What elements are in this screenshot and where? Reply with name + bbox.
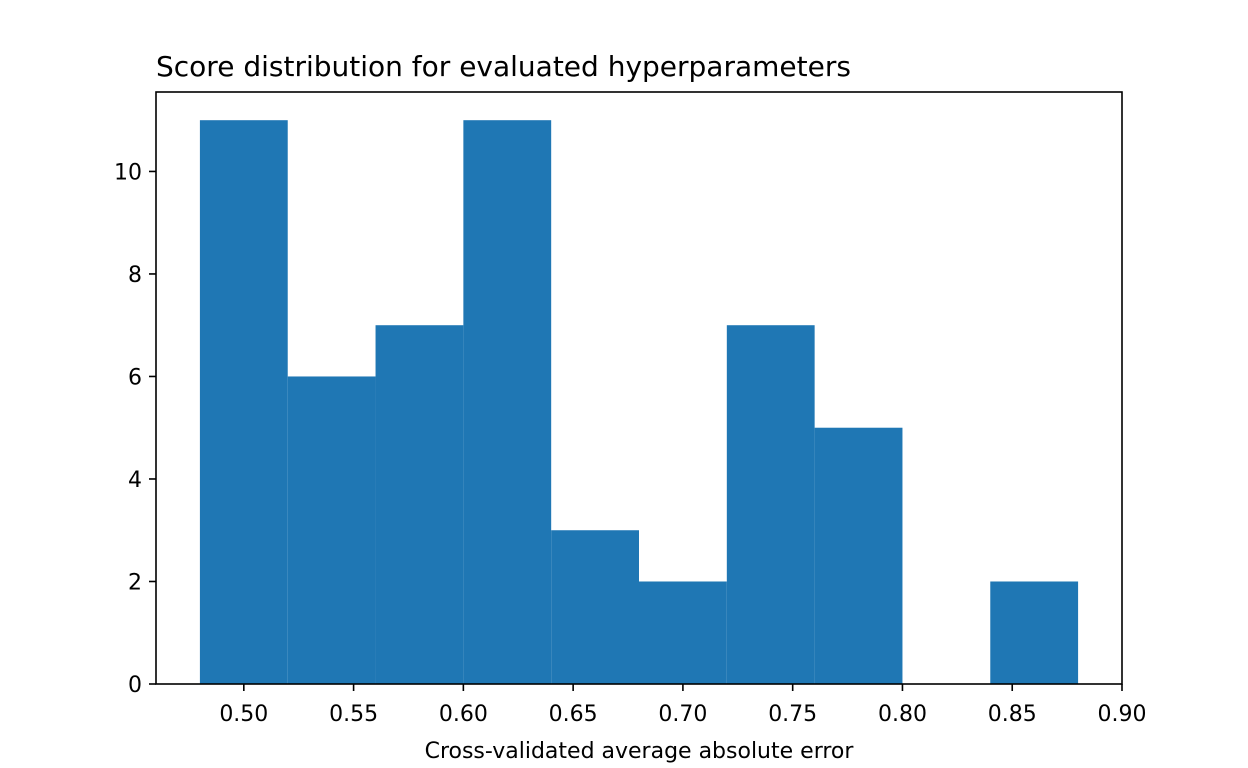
x-tick-label: 0.60 xyxy=(439,702,488,727)
x-tick-label: 0.70 xyxy=(658,702,707,727)
histogram-bar xyxy=(990,581,1079,684)
histogram-bar xyxy=(199,120,288,684)
histogram-bar xyxy=(726,325,815,684)
x-axis-ticks: 0.50 0.55 0.60 0.65 0.70 0.75 0.80 0.85 0.90 xyxy=(219,684,1146,727)
x-tick-label: 0.65 xyxy=(549,702,598,727)
y-tick-label: 6 xyxy=(128,365,142,390)
x-axis-label: Cross-validated average absolute error xyxy=(425,739,855,764)
histogram-bar xyxy=(463,120,552,684)
x-tick-label: 0.55 xyxy=(329,702,378,727)
x-tick-label: 0.75 xyxy=(768,702,817,727)
histogram-bar xyxy=(375,325,464,684)
plot-frame xyxy=(155,91,1123,685)
y-tick-label: 0 xyxy=(128,673,142,698)
histogram-bar xyxy=(551,530,639,684)
y-tick-label: 4 xyxy=(128,468,142,493)
y-tick-label: 2 xyxy=(128,570,142,595)
y-axis-ticks: 0 2 4 6 8 10 xyxy=(114,160,156,698)
histogram-bar xyxy=(639,581,727,684)
x-tick-label: 0.85 xyxy=(988,702,1037,727)
histogram-bar xyxy=(287,376,376,684)
y-tick-label: 8 xyxy=(128,263,142,288)
histogram-bars xyxy=(199,120,1079,684)
histogram-bar xyxy=(814,427,903,684)
x-tick-label: 0.50 xyxy=(219,702,268,727)
chart-title: Score distribution for evaluated hyperpa… xyxy=(156,50,851,83)
y-tick-label: 10 xyxy=(114,160,142,185)
x-tick-label: 0.90 xyxy=(1098,702,1147,727)
x-tick-label: 0.80 xyxy=(878,702,927,727)
